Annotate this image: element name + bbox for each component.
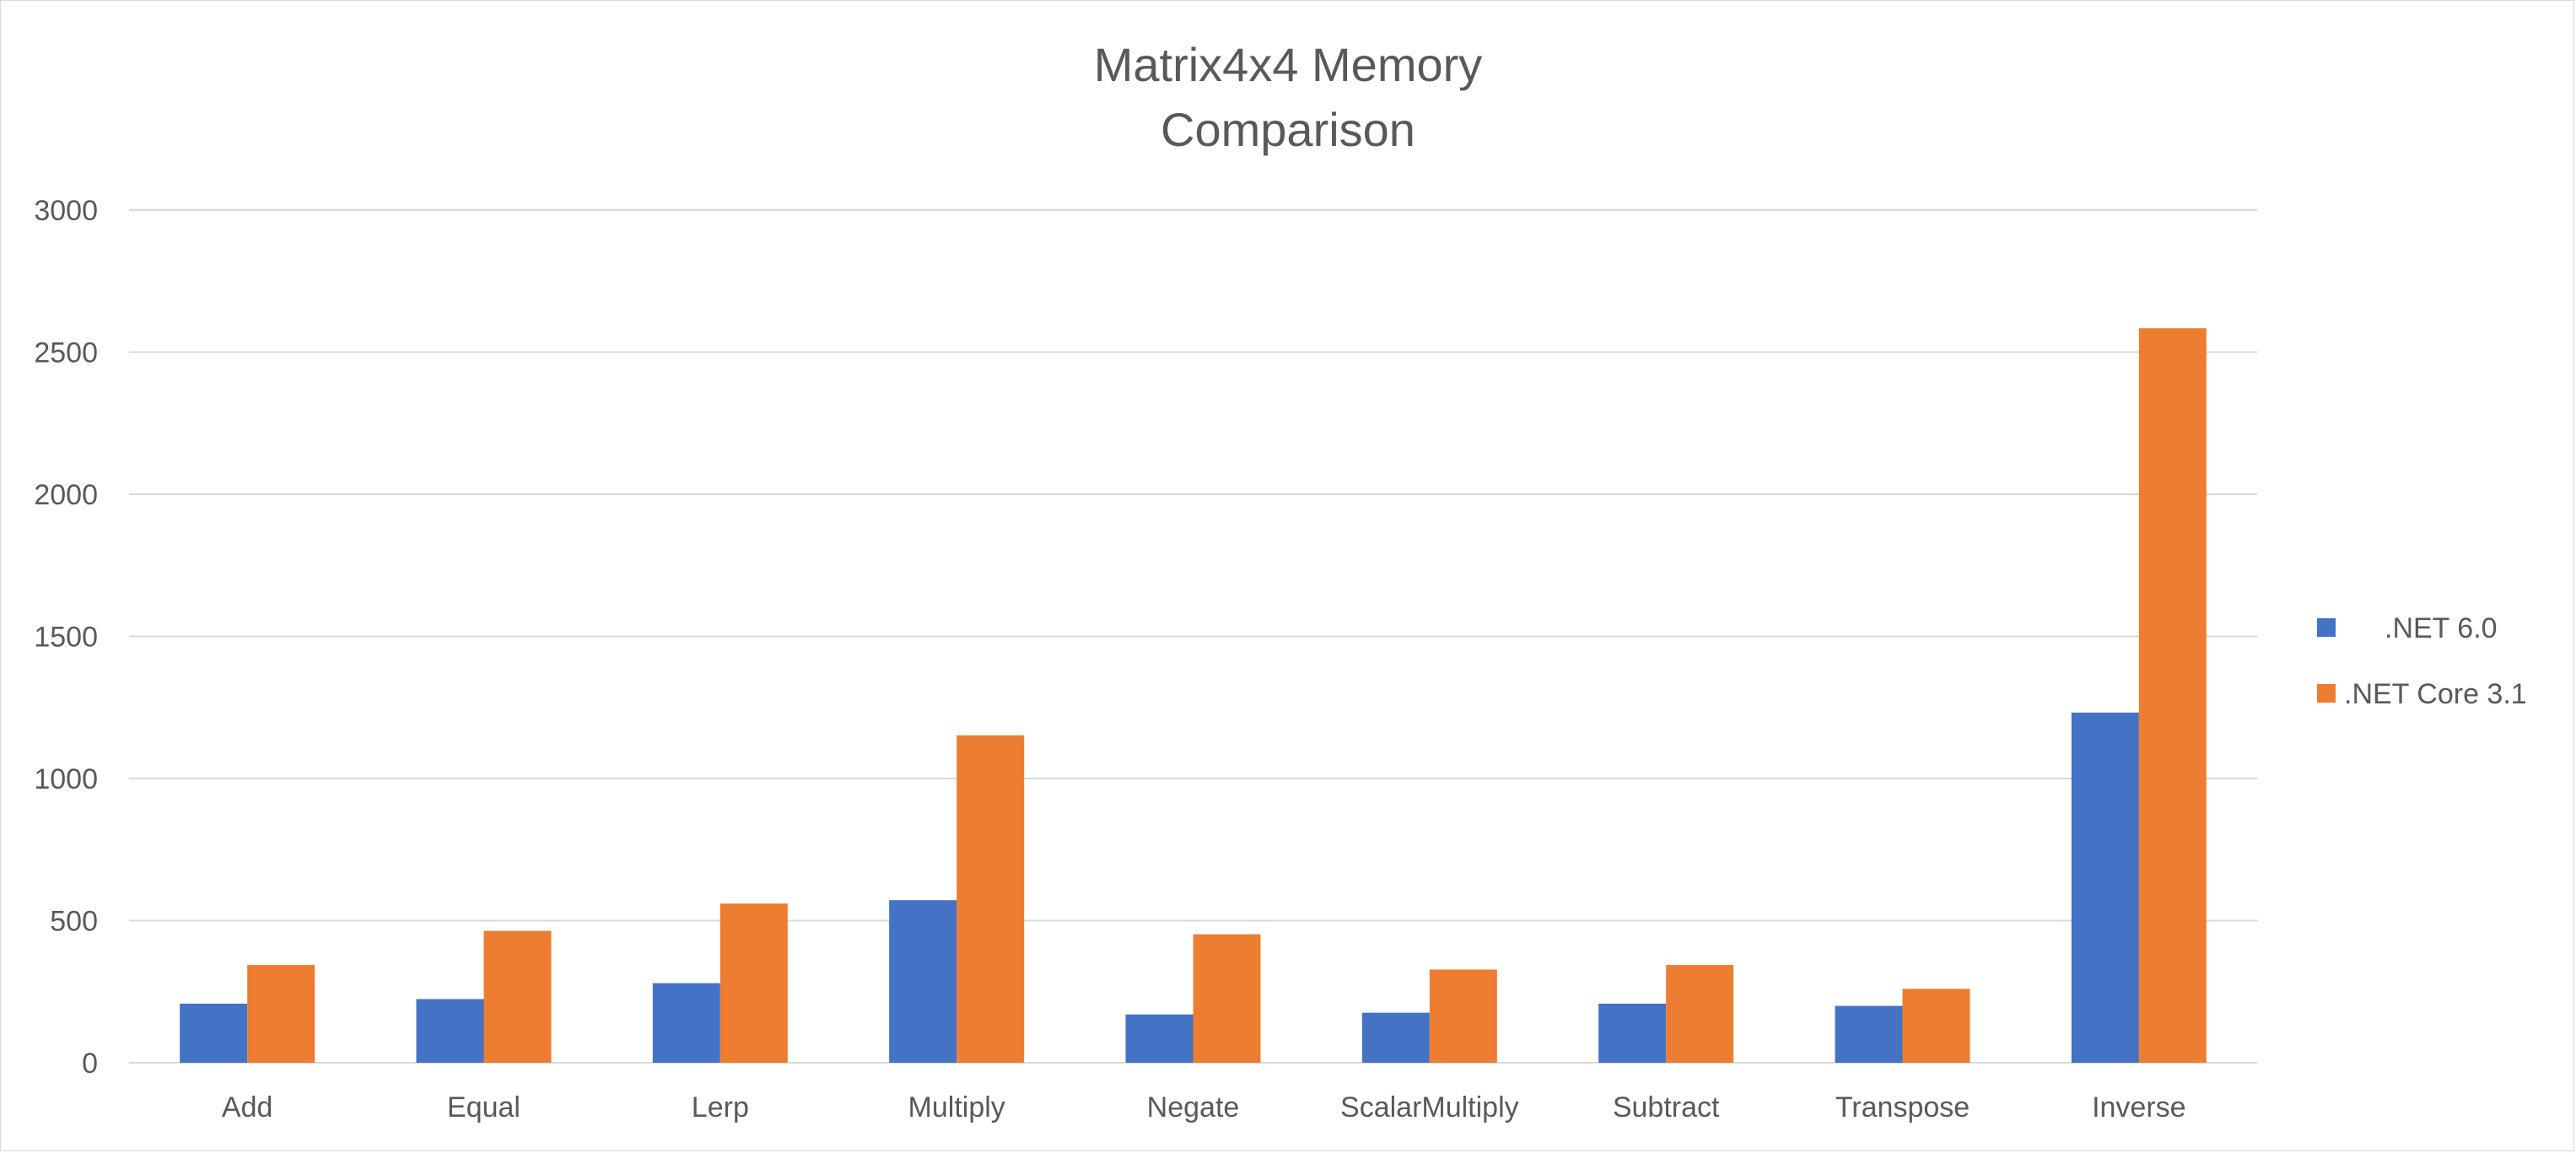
x-tick-label-multiply: Multiply	[908, 1091, 1005, 1123]
bar-scalarmultiply-series-1	[1361, 1012, 1430, 1063]
bar-equal-series-1	[416, 999, 484, 1063]
bar-inverse-series-1	[2071, 712, 2139, 1063]
x-tick-label-scalarmultiply: ScalarMultiply	[1340, 1091, 1519, 1123]
y-tick-label-2000: 2000	[34, 479, 98, 511]
y-tick-label-3000: 3000	[34, 195, 98, 227]
gridlines	[129, 209, 2257, 1064]
x-tick-label-lerp: Lerp	[692, 1091, 749, 1123]
bar-subtract-series-2	[1666, 965, 1734, 1063]
bar-negate-series-2	[1193, 934, 1261, 1063]
legend: .NET 6.0 .NET Core 3.1	[2317, 612, 2527, 710]
bar-multiply-series-1	[889, 900, 957, 1063]
legend-label-series-2: .NET Core 3.1	[2344, 678, 2527, 710]
bar-scalarmultiply-series-2	[1429, 969, 1497, 1063]
x-tick-label-equal: Equal	[447, 1091, 520, 1123]
bar-negate-series-1	[1125, 1014, 1194, 1063]
bar-add-series-2	[247, 965, 315, 1063]
y-axis-tick-labels: 0 500 1000 1500 2000 2500 3000	[34, 195, 98, 1080]
x-tick-label-subtract: Subtract	[1613, 1091, 1720, 1123]
y-tick-label-0: 0	[82, 1048, 98, 1080]
chart-title-line-1: Matrix4x4 Memory	[1094, 38, 1483, 91]
bar-equal-series-2	[483, 930, 552, 1063]
chart-title-line-2: Comparison	[1161, 103, 1415, 156]
bar-transpose-series-2	[1902, 989, 1970, 1063]
bar-inverse-series-2	[2138, 328, 2207, 1063]
legend-swatch-series-1	[2317, 618, 2336, 637]
x-tick-label-add: Add	[222, 1091, 273, 1123]
x-tick-label-inverse: Inverse	[2092, 1091, 2186, 1123]
bar-transpose-series-1	[1835, 1005, 1903, 1063]
bar-subtract-series-1	[1598, 1003, 1667, 1063]
legend-swatch-series-2	[2317, 684, 2336, 703]
x-tick-label-negate: Negate	[1147, 1091, 1240, 1123]
y-tick-label-1000: 1000	[34, 763, 98, 795]
bar-lerp-series-2	[719, 903, 788, 1063]
y-tick-label-2500: 2500	[34, 337, 98, 369]
y-tick-label-1500: 1500	[34, 622, 98, 654]
chart-title: Matrix4x4 Memory Comparison	[1094, 38, 1483, 156]
bar-lerp-series-1	[652, 983, 720, 1063]
bars	[180, 328, 2207, 1063]
bar-multiply-series-2	[957, 735, 1025, 1063]
y-tick-label-500: 500	[50, 906, 98, 938]
legend-label-series-1: .NET 6.0	[2385, 612, 2498, 644]
x-tick-label-transpose: Transpose	[1835, 1091, 1970, 1123]
bar-add-series-1	[180, 1003, 248, 1063]
x-axis-tick-labels: Add Equal Lerp Multiply Negate ScalarMultiply…	[222, 1091, 2186, 1123]
